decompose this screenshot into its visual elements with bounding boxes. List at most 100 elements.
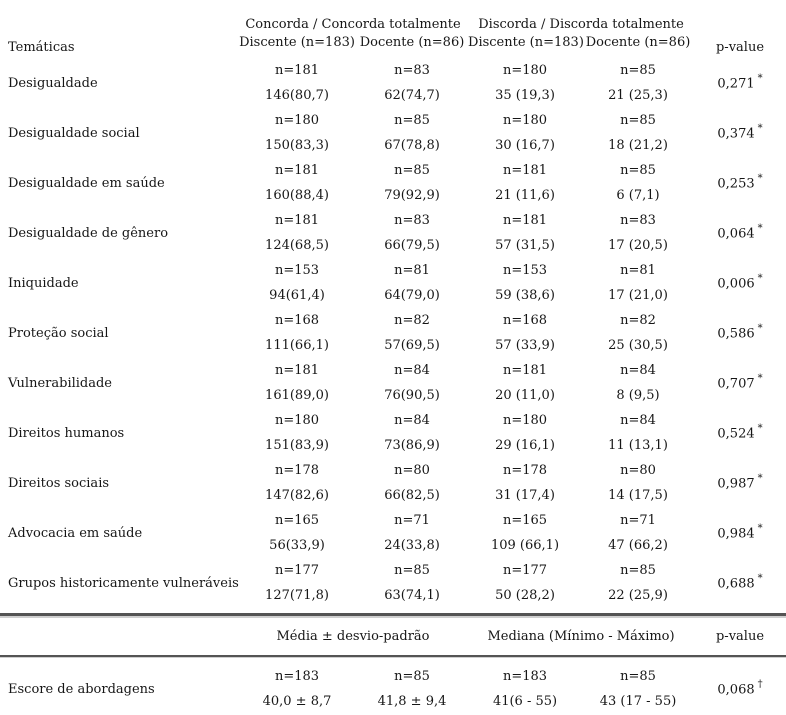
cell-n: n=180 — [274, 113, 320, 128]
cell-n: n=180 — [502, 413, 548, 428]
cell-n: n=85 — [620, 669, 656, 684]
cell-value: 56(33,9) — [269, 538, 325, 553]
row-label: Advocacia em saúde — [8, 525, 143, 541]
cell-p-value: 0,586 * — [694, 308, 786, 358]
asterisk-footnote-marker: * — [757, 323, 763, 335]
column-header-concorda-discente: Discente (n=183) — [239, 35, 355, 50]
cell-n: n=168 — [274, 313, 320, 328]
cell-n: n=84 — [620, 413, 656, 428]
cell-p-value: 0,068 † — [694, 658, 786, 714]
cell-discorda-discente: n=181 20 (11,0) — [468, 358, 582, 408]
table-row: Desigualdade social n=180 150(83,3) n=85… — [0, 108, 786, 158]
cell-value: 41(6 - 55) — [492, 694, 558, 709]
cell-p-value: 0,688 * — [694, 558, 786, 608]
cell-discorda-docente: n=81 17 (21,0) — [582, 258, 694, 308]
cell-discorda-docente: n=85 18 (21,2) — [582, 108, 694, 158]
p-value-text: 0,271 — [717, 76, 755, 92]
cell-n: n=83 — [620, 213, 656, 228]
cell-n: n=168 — [502, 313, 548, 328]
cell-p-value: 0,253 * — [694, 158, 786, 208]
cell-n: n=153 — [274, 263, 320, 278]
row-label: Direitos humanos — [8, 425, 125, 441]
cell-p-value: 0,271 * — [694, 58, 786, 108]
cell-n: n=165 — [274, 513, 320, 528]
cell-discorda-discente: n=168 57 (33,9) — [468, 308, 582, 358]
cell-n: n=71 — [620, 513, 656, 528]
cell-n: n=71 — [394, 513, 430, 528]
cell-value: 29 (16,1) — [495, 438, 555, 453]
cell-p-value: 0,374 * — [694, 108, 786, 158]
cell-concorda-docente: n=71 24(33,8) — [356, 508, 468, 558]
asterisk-footnote-marker: * — [757, 423, 763, 435]
cell-n: n=82 — [620, 313, 656, 328]
cell-n: n=181 — [502, 213, 548, 228]
cell-n: n=85 — [620, 163, 656, 178]
cell-value: 40,0 ± 8,7 — [262, 694, 332, 709]
cell-n: n=84 — [394, 413, 430, 428]
cell-value: 66(82,5) — [384, 488, 440, 503]
table-row: Iniquidade n=153 94(61,4) n=81 64(79,0) … — [0, 258, 786, 308]
section-separator-rule — [0, 613, 786, 618]
cell-concorda-docente: n=85 67(78,8) — [356, 108, 468, 158]
p-value-text: 0,064 — [717, 226, 755, 242]
cell-concorda-docente: n=83 62(74,7) — [356, 58, 468, 108]
cell-value: 31 (17,4) — [495, 488, 555, 503]
asterisk-footnote-marker: * — [757, 473, 763, 485]
cell-value: 17 (21,0) — [608, 288, 668, 303]
table-row: Desigualdade em saúde n=181 160(88,4) n=… — [0, 158, 786, 208]
cell-p-value: 0,707 * — [694, 358, 786, 408]
cell-discorda-discente: n=177 50 (28,2) — [468, 558, 582, 608]
p-value-text: 0,586 — [717, 326, 755, 342]
cell-value: 79(92,9) — [384, 188, 440, 203]
dagger-footnote-marker: † — [757, 679, 763, 691]
cell-discorda-docente: n=85 6 (7,1) — [582, 158, 694, 208]
cell-n: n=183 — [274, 669, 320, 684]
p-value-text: 0,987 — [717, 476, 755, 492]
cell-value: 14 (17,5) — [608, 488, 668, 503]
asterisk-footnote-marker: * — [757, 523, 763, 535]
cell-value: 6 (7,1) — [616, 188, 660, 203]
rows-body: Desigualdade n=181 146(80,7) n=83 62(74,… — [0, 58, 786, 608]
row-label: Iniquidade — [8, 275, 79, 291]
row-label: Desigualdade social — [8, 125, 140, 141]
cell-n: n=85 — [620, 63, 656, 78]
p-value-text: 0,374 — [717, 126, 755, 142]
cell-value: 11 (13,1) — [608, 438, 668, 453]
cell-n: n=153 — [502, 263, 548, 278]
cell-mediana-docente: n=85 43 (17 - 55) — [582, 658, 694, 714]
column-header-discorda-discente: Discente (n=183) — [468, 35, 584, 50]
table-row-escore: Escore de abordagens n=183 40,0 ± 8,7 n=… — [0, 658, 786, 714]
cell-value: 57 (31,5) — [495, 238, 555, 253]
cell-discorda-discente: n=180 35 (19,3) — [468, 58, 582, 108]
cell-value: 57(69,5) — [384, 338, 440, 353]
cell-concorda-docente: n=85 63(74,1) — [356, 558, 468, 608]
p-value-text: 0,524 — [717, 426, 755, 442]
cell-concorda-discente: n=168 111(66,1) — [238, 308, 356, 358]
p-value-text: 0,006 — [717, 276, 755, 292]
cell-value: 94(61,4) — [269, 288, 325, 303]
cell-concorda-discente: n=178 147(82,6) — [238, 458, 356, 508]
cell-media-discente: n=183 40,0 ± 8,7 — [238, 658, 356, 714]
cell-n: n=180 — [502, 63, 548, 78]
cell-value: 151(83,9) — [265, 438, 329, 453]
column-header-discorda-docente: Docente (n=86) — [585, 35, 691, 50]
cell-n: n=181 — [502, 163, 548, 178]
cell-discorda-docente: n=82 25 (30,5) — [582, 308, 694, 358]
cell-n: n=84 — [620, 363, 656, 378]
section2-header-spacer — [0, 618, 238, 655]
cell-discorda-discente: n=181 21 (11,6) — [468, 158, 582, 208]
cell-discorda-discente: n=165 109 (66,1) — [468, 508, 582, 558]
cell-p-value: 0,987 * — [694, 458, 786, 508]
cell-value: 18 (21,2) — [608, 138, 668, 153]
cell-value: 66(79,5) — [384, 238, 440, 253]
cell-n: n=85 — [394, 113, 430, 128]
cell-value: 30 (16,7) — [495, 138, 555, 153]
p-value-text: 0,068 — [717, 682, 755, 698]
cell-value: 62(74,7) — [384, 88, 440, 103]
cell-concorda-docente: n=85 79(92,9) — [356, 158, 468, 208]
table-row: Grupos historicamente vulneráveis n=177 … — [0, 558, 786, 608]
cell-value: 43 (17 - 55) — [599, 694, 677, 709]
table-row: Desigualdade de gênero n=181 124(68,5) n… — [0, 208, 786, 258]
table-row: Vulnerabilidade n=181 161(89,0) n=84 76(… — [0, 358, 786, 408]
